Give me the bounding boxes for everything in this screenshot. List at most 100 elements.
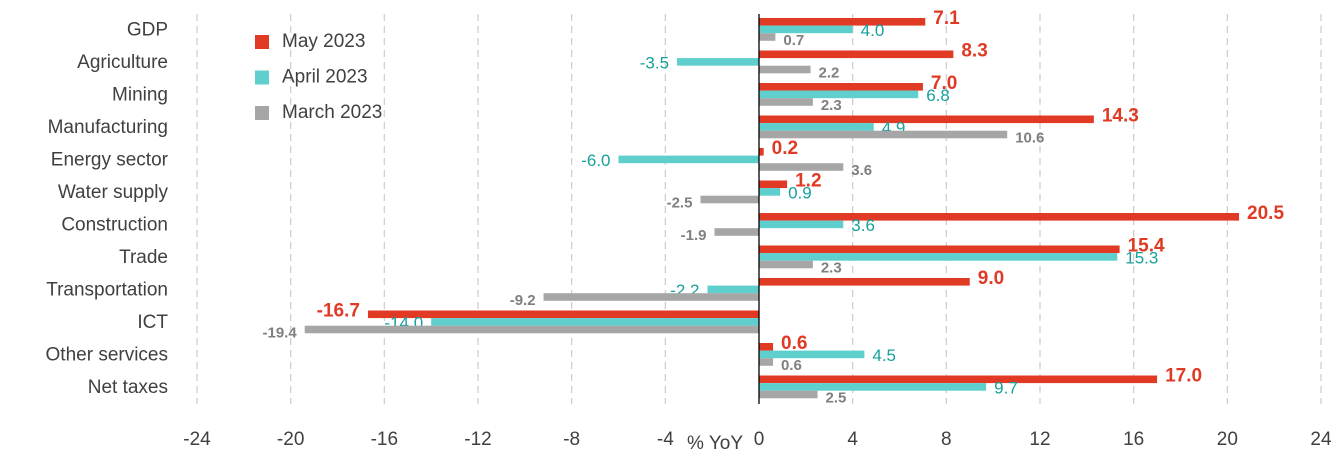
bar: [759, 213, 1240, 221]
bar: [759, 130, 1008, 139]
value-label: -9.2: [510, 292, 536, 309]
bar: [707, 285, 759, 294]
value-label: -2.5: [667, 194, 693, 211]
x-axis-label: % YoY: [687, 433, 743, 452]
y-tick-label: Net taxes: [88, 377, 168, 398]
bar: [759, 123, 874, 131]
value-label: 0.6: [781, 333, 807, 354]
value-label: 2.2: [819, 64, 840, 81]
y-tick-label: Trade: [119, 247, 168, 268]
value-label: -19.4: [263, 324, 298, 341]
value-label: 4.0: [861, 21, 885, 40]
x-tick-label: -20: [277, 429, 304, 450]
value-label: -3.5: [640, 53, 669, 72]
x-tick-label: -16: [371, 429, 398, 450]
bar: [714, 228, 759, 236]
bar: [759, 188, 781, 196]
bar: [759, 278, 970, 286]
value-label: 14.3: [1102, 105, 1139, 126]
bar: [618, 155, 759, 164]
bar: [304, 325, 759, 334]
value-label: 2.3: [821, 259, 842, 276]
legend-swatch: [255, 70, 269, 85]
bar: [700, 195, 759, 204]
value-label: 0.2: [772, 138, 798, 159]
value-label: 17.0: [1165, 365, 1202, 386]
bar: [759, 390, 818, 399]
bar: [759, 163, 844, 171]
value-label: 9.7: [994, 378, 1018, 397]
y-tick-label: Manufacturing: [48, 117, 168, 138]
value-label: 3.6: [851, 216, 875, 235]
bar: [759, 50, 954, 59]
bar: [759, 18, 926, 26]
value-label: 6.8: [926, 86, 950, 105]
value-label: 2.5: [826, 389, 847, 406]
value-label: -6.0: [581, 151, 610, 170]
legend-swatch: [255, 35, 269, 49]
bar: [759, 343, 774, 351]
value-label: 8.3: [961, 40, 987, 61]
bar: [367, 310, 759, 319]
bar: [759, 358, 774, 366]
bar: [759, 115, 1094, 124]
bar: [759, 25, 853, 34]
bar: [759, 148, 764, 156]
value-label: -1.9: [681, 227, 707, 244]
bar: [759, 350, 865, 359]
value-label: -16.7: [317, 300, 360, 321]
value-label: 15.4: [1128, 235, 1165, 256]
bar: [431, 318, 759, 326]
value-label: 7.1: [933, 8, 960, 29]
x-tick-label: -24: [183, 429, 211, 450]
legend-label: May 2023: [282, 31, 365, 52]
bar: [759, 83, 923, 91]
bar: [759, 375, 1158, 384]
y-tick-label: Other services: [46, 344, 168, 365]
bar: [759, 245, 1120, 254]
value-label: 20.5: [1247, 203, 1284, 224]
bar: [759, 260, 813, 269]
value-label: 0.9: [788, 183, 812, 202]
x-tick-label: 24: [1310, 429, 1332, 450]
bar: [759, 98, 813, 106]
legend-label: April 2023: [282, 67, 368, 88]
value-label: 9.0: [978, 268, 1004, 289]
value-label: 7.0: [931, 73, 957, 94]
value-label: 10.6: [1015, 129, 1044, 146]
x-tick-label: 12: [1029, 429, 1050, 450]
x-tick-label: 16: [1123, 429, 1144, 450]
x-tick-label: 8: [941, 429, 952, 450]
y-tick-label: GDP: [127, 19, 168, 40]
bar: [759, 90, 919, 99]
legend-swatch: [255, 106, 269, 120]
y-tick-label: Energy sector: [51, 149, 169, 170]
bar: [759, 33, 776, 41]
value-label: 0.7: [783, 32, 804, 49]
value-label: 15.3: [1125, 248, 1158, 267]
bar: [759, 383, 987, 391]
bar: [677, 58, 759, 66]
value-label: 1.2: [795, 170, 821, 191]
y-tick-label: Agriculture: [77, 52, 168, 73]
legend-label: March 2023: [282, 102, 382, 123]
value-label: 4.5: [872, 346, 896, 365]
x-tick-label: 4: [847, 429, 858, 450]
value-label: 0.6: [781, 357, 802, 374]
bar: [759, 65, 811, 74]
bar: [759, 253, 1118, 261]
value-label: 3.6: [851, 162, 872, 179]
x-tick-label: -12: [464, 429, 491, 450]
bar: [759, 180, 788, 189]
value-label: 2.3: [821, 97, 842, 114]
x-tick-label: 0: [754, 429, 765, 450]
y-tick-label: Water supply: [58, 182, 169, 203]
x-tick-label: -8: [563, 429, 580, 450]
x-tick-label: -4: [657, 429, 674, 450]
bar: [759, 220, 844, 229]
y-tick-label: Transportation: [46, 279, 168, 300]
x-tick-label: 20: [1217, 429, 1238, 450]
y-tick-label: Construction: [61, 214, 168, 235]
y-tick-label: Mining: [112, 84, 168, 105]
